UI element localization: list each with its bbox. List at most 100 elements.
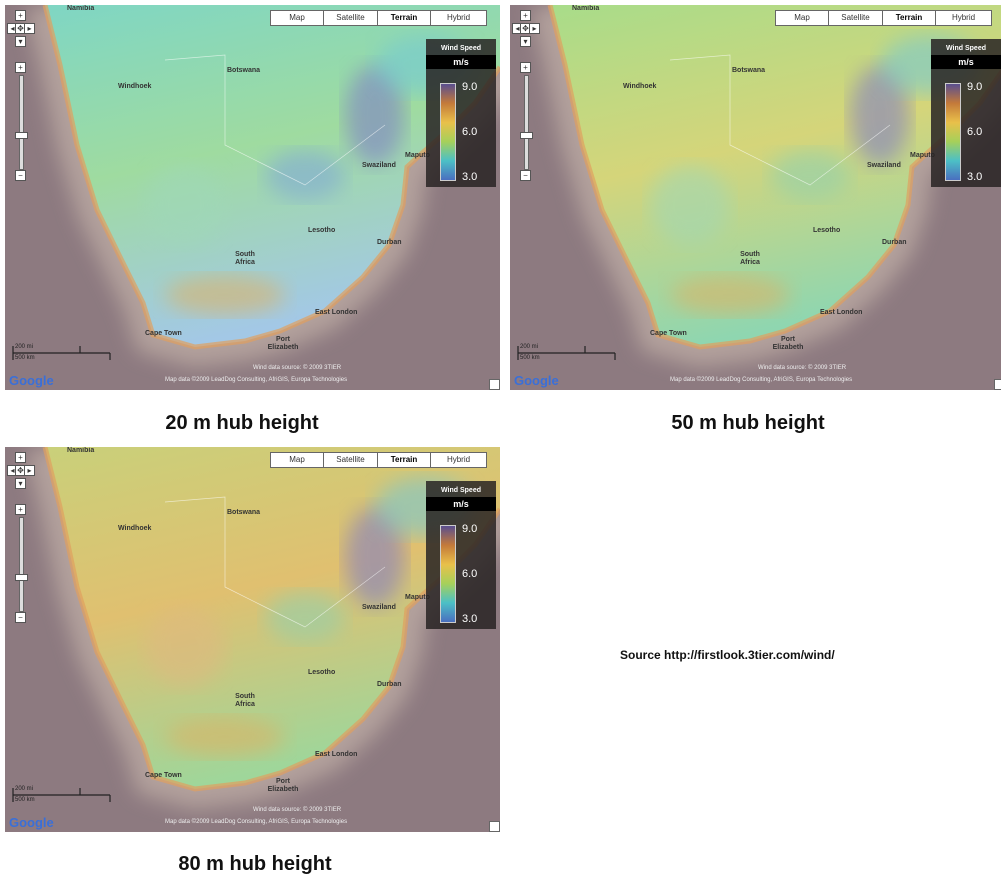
legend-tick: 3.0 [967,171,982,183]
place-label: South Africa [227,251,263,267]
place-label: South Africa [227,693,263,709]
scale-label: 500 km [520,355,540,361]
place-label: Windhoek [118,83,151,91]
place-label: Port Elizabeth [265,778,301,794]
place-label: Windhoek [118,525,151,533]
legend-unit: m/s [426,497,496,511]
legend-unit: m/s [931,55,1001,69]
terrain-patch [145,165,225,245]
map-type-button[interactable]: Terrain [377,10,431,26]
map-panel: NamibiaWindhoekBotswanaSwazilandMaputoLe… [5,447,500,832]
map-control[interactable]: + [15,504,26,515]
google-logo: Google [9,373,54,388]
attribution: Map data ©2009 LeadDog Consulting, AfriG… [670,377,852,383]
map-control[interactable]: ▸ [529,23,540,34]
map-type-button[interactable]: Map [270,452,324,468]
place-label: Namibia [67,447,94,455]
map-control[interactable]: ▾ [520,36,531,47]
place-label: Namibia [572,5,599,13]
map-type-button[interactable]: Map [270,10,324,26]
place-label: Namibia [67,5,94,13]
legend-title: Wind Speed [931,39,1001,52]
attribution: Map data ©2009 LeadDog Consulting, AfriG… [165,377,347,383]
map-control[interactable]: + [520,10,531,21]
terrain-patch [165,275,285,315]
legend-tick: 9.0 [462,523,477,535]
place-label: Cape Town [650,330,687,338]
map-type-button[interactable]: Satellite [828,10,883,26]
map-control[interactable]: + [15,10,26,21]
map-type-button[interactable]: Hybrid [430,10,487,26]
scale-label: 200 mi [520,344,538,350]
zoom-slider [19,517,24,612]
google-logo: Google [9,815,54,830]
caption: 80 m hub height [55,853,455,876]
overview-toggle[interactable] [489,379,500,390]
map-control[interactable]: − [15,612,26,623]
zoom-slider [524,75,529,170]
map-type-button[interactable]: Satellite [323,452,378,468]
terrain-patch [265,150,345,200]
legend-colorbar [440,525,456,623]
legend-tick: 3.0 [462,613,477,625]
place-label: Lesotho [308,227,335,235]
map-control[interactable]: − [520,170,531,181]
place-label: East London [315,751,357,759]
page: Source http://firstlook.3tier.com/wind/ … [0,0,1001,881]
place-label: Swaziland [362,162,396,170]
place-label: Botswana [227,509,260,517]
zoom-thumb[interactable] [15,574,28,581]
place-label: Cape Town [145,330,182,338]
overview-toggle[interactable] [489,821,500,832]
place-label: Port Elizabeth [265,336,301,352]
map-control[interactable]: ▾ [15,36,26,47]
place-label: Cape Town [145,772,182,780]
attribution: Wind data source: © 2009 3TIER [253,807,341,813]
terrain-patch [650,165,730,245]
map-control[interactable]: + [520,62,531,73]
legend-tick: 6.0 [967,126,982,138]
place-label: Botswana [732,67,765,75]
zoom-slider [19,75,24,170]
place-label: South Africa [732,251,768,267]
attribution: Wind data source: © 2009 3TIER [253,365,341,371]
map-type-button[interactable]: Map [775,10,829,26]
zoom-thumb[interactable] [15,132,28,139]
terrain-patch [145,607,225,687]
place-label: Durban [377,681,402,689]
map-type-button[interactable]: Hybrid [430,452,487,468]
google-logo: Google [514,373,559,388]
map-control[interactable]: ▸ [24,465,35,476]
overview-toggle[interactable] [994,379,1001,390]
scale-label: 200 mi [15,786,33,792]
terrain-patch [165,717,285,757]
legend-unit: m/s [426,55,496,69]
legend-tick: 6.0 [462,126,477,138]
legend-title: Wind Speed [426,481,496,494]
place-label: Windhoek [623,83,656,91]
map-control[interactable]: − [15,170,26,181]
map-control[interactable]: + [15,62,26,73]
caption: 50 m hub height [548,412,948,435]
map-control[interactable]: ▸ [24,23,35,34]
zoom-thumb[interactable] [520,132,533,139]
map-type-button[interactable]: Terrain [377,452,431,468]
legend-colorbar [945,83,961,181]
place-label: Durban [377,239,402,247]
map-type-button[interactable]: Terrain [882,10,936,26]
legend-colorbar [440,83,456,181]
legend-tick: 3.0 [462,171,477,183]
place-label: East London [315,309,357,317]
map-control[interactable]: + [15,452,26,463]
map-type-button[interactable]: Satellite [323,10,378,26]
terrain-patch [265,592,345,642]
map-type-button[interactable]: Hybrid [935,10,992,26]
place-label: Port Elizabeth [770,336,806,352]
map-control[interactable]: ▾ [15,478,26,489]
legend-title: Wind Speed [426,39,496,52]
map-canvas [510,5,1001,390]
